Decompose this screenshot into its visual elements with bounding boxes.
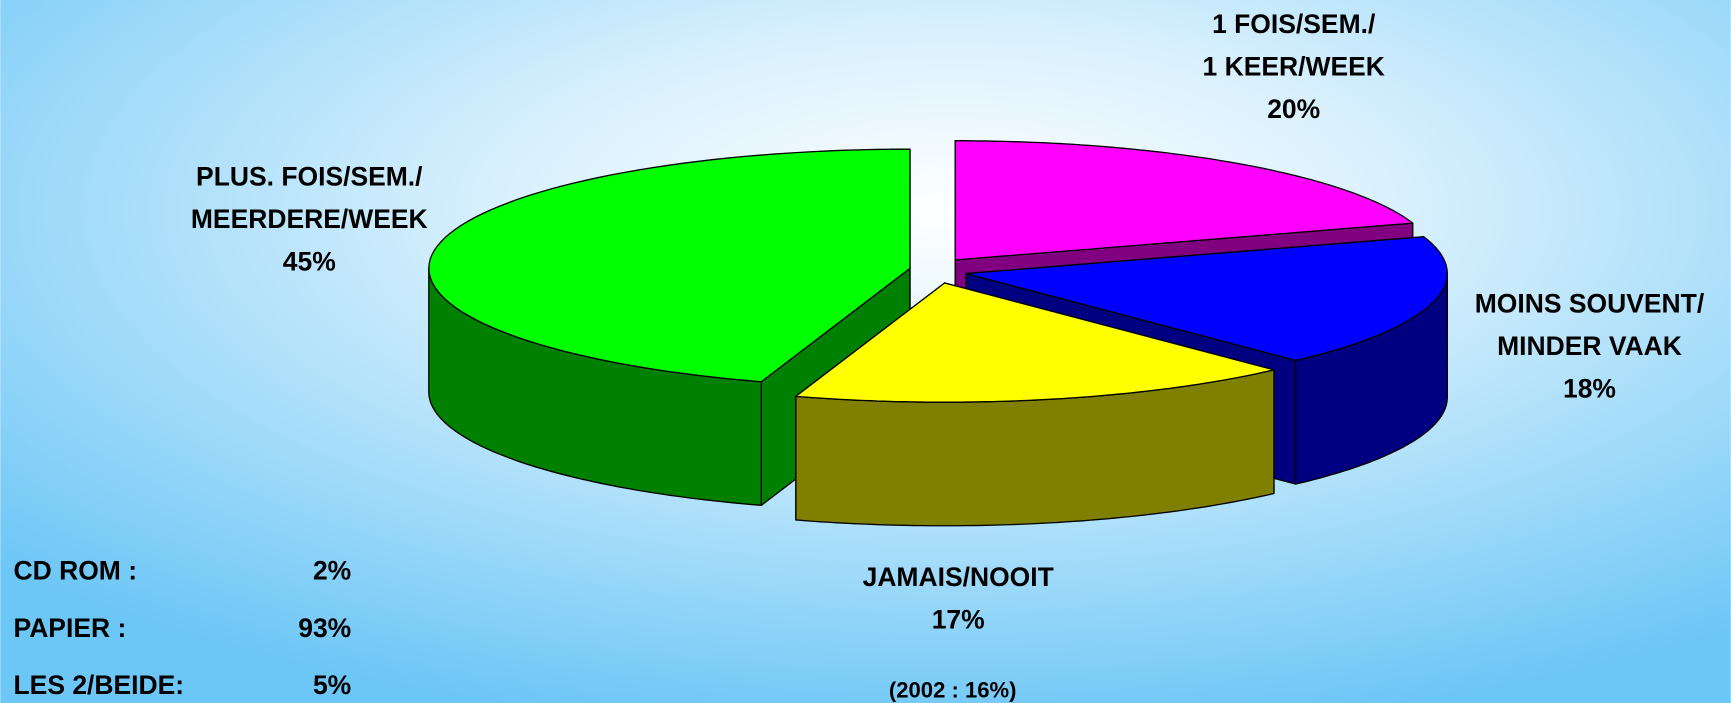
slice-top: [965, 236, 1448, 362]
slice-value-label: 17%: [932, 605, 985, 635]
slice-label: 1 KEER/WEEK: [1203, 52, 1385, 82]
media-value: 93%: [298, 613, 351, 643]
slice-label: MOINS SOUVENT/: [1475, 288, 1705, 318]
media-label: LES 2/BEIDE:: [14, 670, 185, 700]
slice-label: PLUS. FOIS/SEM./: [196, 161, 423, 191]
slice-label: MEERDERE/WEEK: [191, 204, 428, 234]
slice-value-label: 45%: [283, 246, 336, 276]
slice-top: [428, 148, 911, 383]
slice-value-label: 20%: [1267, 94, 1320, 124]
slice-top: [795, 282, 1275, 403]
media-value: 2%: [313, 555, 351, 585]
slice-label: MINDER VAAK: [1497, 331, 1682, 361]
slice-value-label: 18%: [1563, 373, 1616, 403]
media-label: CD ROM :: [14, 555, 138, 585]
media-value: 5%: [313, 670, 351, 700]
slice-label: 1 FOIS/SEM./: [1212, 9, 1376, 39]
media-label: PAPIER :: [14, 613, 127, 643]
slice-top: [954, 140, 1414, 261]
annotation: (2002 : 16%): [889, 677, 1017, 702]
slice-label: JAMAIS/NOOIT: [863, 562, 1054, 592]
slice: [795, 282, 1275, 527]
